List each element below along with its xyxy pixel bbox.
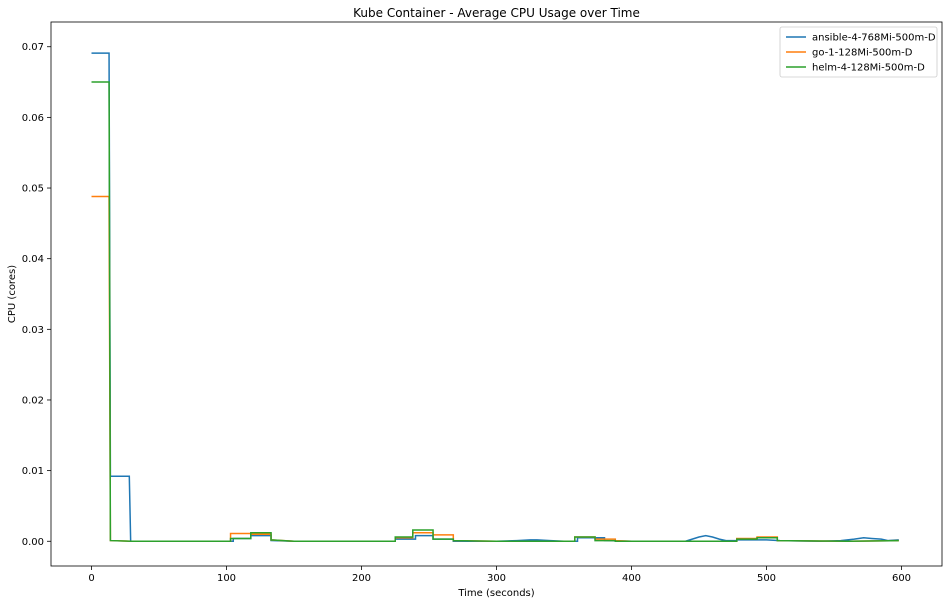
x-tick-label: 300: [487, 573, 506, 584]
legend: ansible-4-768Mi-500m-D go-1-128Mi-500m-D h…: [779, 26, 938, 78]
legend-label-0: ansible-4-768Mi-500m-D: [812, 33, 936, 44]
x-tick-label: 600: [892, 573, 911, 584]
x-tick-label: 400: [622, 573, 641, 584]
x-tick-label: 200: [352, 573, 371, 584]
legend-label-1: go-1-128Mi-500m-D: [812, 48, 913, 59]
y-axis: 0.00 0.01 0.02 0.03 0.04 0.05 0.06 0.07: [22, 42, 51, 548]
legend-box: [779, 26, 938, 78]
y-tick-label: 0.06: [22, 113, 44, 124]
y-tick-label: 0.02: [22, 395, 44, 406]
x-axis-label: Time (seconds): [457, 588, 534, 599]
y-tick-label: 0.03: [22, 325, 44, 336]
y-tick-label: 0.00: [22, 537, 44, 548]
x-tick-label: 500: [757, 573, 776, 584]
y-tick-label: 0.07: [22, 42, 44, 53]
y-tick-label: 0.05: [22, 184, 44, 195]
y-tick-label: 0.04: [22, 254, 44, 265]
plot-area: [91, 52, 899, 543]
y-axis-label: CPU (cores): [7, 265, 18, 323]
y-tick-label: 0.01: [22, 466, 44, 477]
x-tick-label: 100: [217, 573, 236, 584]
x-tick-label: 0: [88, 573, 94, 584]
x-axis: 0 100 200 300 400 500 600: [88, 566, 911, 584]
chart-title: Kube Container - Average CPU Usage over …: [353, 6, 640, 20]
legend-label-2: helm-4-128Mi-500m-D: [812, 63, 925, 74]
series-line-2: [91, 81, 899, 543]
